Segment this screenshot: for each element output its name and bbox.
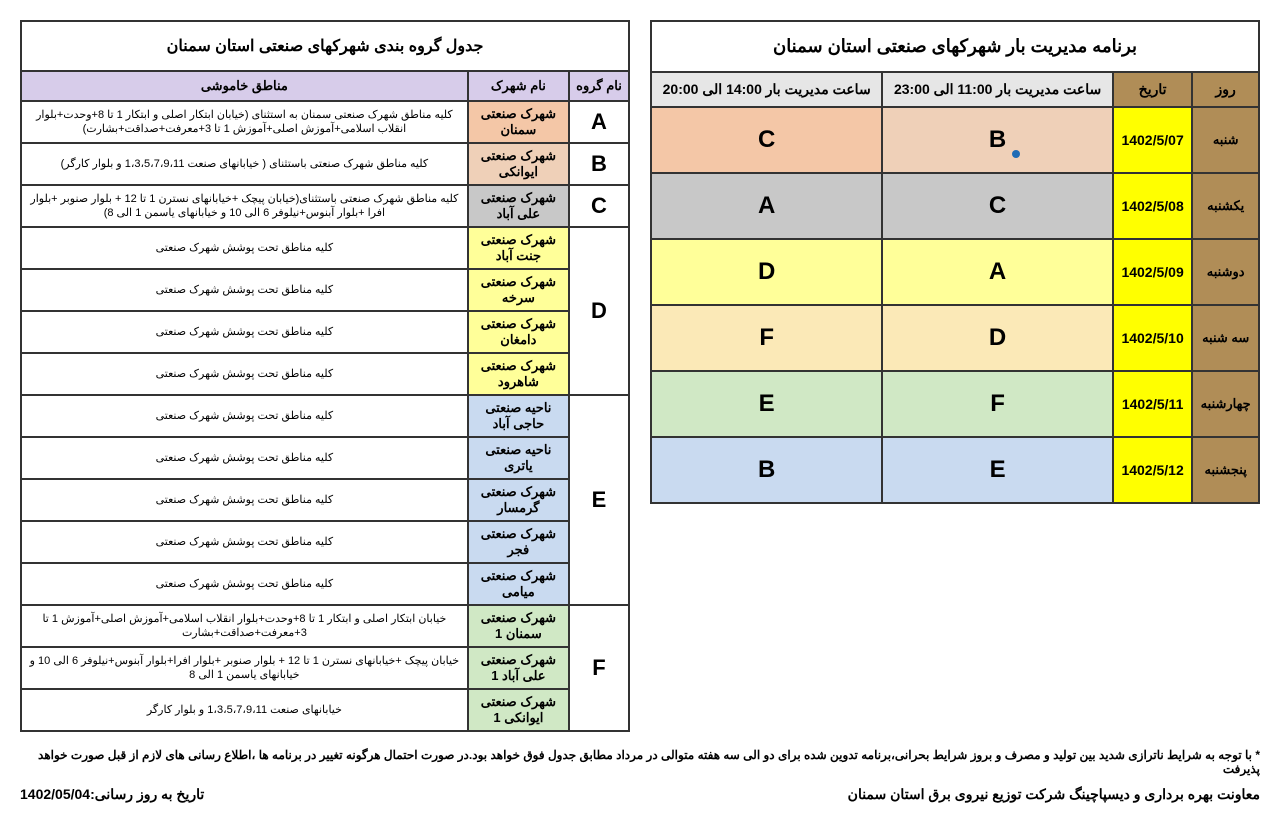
sched-group-slot2: B [651,437,882,503]
sched-date: 1402/5/09 [1113,239,1192,305]
sched-day: چهارشنبه [1192,371,1259,437]
sched-group-slot1: B [882,107,1113,173]
schedule-table: برنامه مدیریت بار شهرکهای صنعتی استان سم… [650,20,1260,504]
hdr-group: نام گروه [569,71,629,101]
hdr-slot1: ساعت مدیریت بار 11:00 الی 23:00 [882,72,1113,107]
dot-icon [1012,150,1020,158]
park-name: شهرک صنعتی ایوانکی 1 [468,689,569,731]
park-name: شهرک صنعتی جنت آباد [468,227,569,269]
sched-date: 1402/5/07 [1113,107,1192,173]
group-name: A [569,101,629,143]
sched-group-slot2: F [651,305,882,371]
sched-date: 1402/5/08 [1113,173,1192,239]
park-name: شهرک صنعتی دامغان [468,311,569,353]
sched-date: 1402/5/10 [1113,305,1192,371]
sched-group-slot1: E [882,437,1113,503]
park-name: شهرک صنعتی سمنان [468,101,569,143]
hdr-areas: مناطق خاموشی [21,71,468,101]
park-area: خیابانهای صنعت 1،3،5،7،9،11 و بلوار کارگ… [21,689,468,731]
group-name: E [569,395,629,605]
park-name: شهرک صنعتی شاهرود [468,353,569,395]
park-area: کلیه مناطق تحت پوشش شهرک صنعتی [21,311,468,353]
grouping-title: جدول گروه بندی شهرکهای صنعتی استان سمنان [21,21,629,71]
park-name: شهرک صنعتی فجر [468,521,569,563]
sched-day: دوشنبه [1192,239,1259,305]
sched-group-slot2: E [651,371,882,437]
park-name: شهرک صنعتی گرمسار [468,479,569,521]
park-area: کلیه مناطق تحت پوشش شهرک صنعتی [21,227,468,269]
park-name: شهرک صنعتی سرخه [468,269,569,311]
sched-day: یکشنبه [1192,173,1259,239]
sched-day: پنجشنبه [1192,437,1259,503]
footer-org: معاونت بهره برداری و دیسپاچینگ شرکت توزی… [848,786,1260,803]
schedule-title: برنامه مدیریت بار شهرکهای صنعتی استان سم… [651,21,1259,72]
hdr-slot2: ساعت مدیریت بار 14:00 الی 20:00 [651,72,882,107]
hdr-day: روز [1192,72,1259,107]
sched-day: شنبه [1192,107,1259,173]
park-name: شهرک صنعتی علی آباد [468,185,569,227]
hdr-park: نام شهرک [468,71,569,101]
sched-group-slot2: A [651,173,882,239]
park-name: شهرک صنعتی سمنان 1 [468,605,569,647]
sched-group-slot1: A [882,239,1113,305]
sched-group-slot2: D [651,239,882,305]
park-area: کلیه مناطق شهرک صنعتی باستثنای ( خیابانه… [21,143,468,185]
sched-date: 1402/5/11 [1113,371,1192,437]
park-area: خیابان ابتکار اصلی و ابتکار 1 تا 8+وحدت+… [21,605,468,647]
park-name: شهرک صنعتی میامی [468,563,569,605]
park-area: کلیه مناطق تحت پوشش شهرک صنعتی [21,521,468,563]
sched-date: 1402/5/12 [1113,437,1192,503]
park-area: کلیه مناطق تحت پوشش شهرک صنعتی [21,479,468,521]
sched-group-slot1: C [882,173,1113,239]
footer-updated: تاریخ به روز رسانی:1402/05/04 [20,786,204,803]
group-name: F [569,605,629,731]
sched-day: سه شنبه [1192,305,1259,371]
park-area: کلیه مناطق تحت پوشش شهرک صنعتی [21,353,468,395]
park-name: ناحیه صنعتی یاتری [468,437,569,479]
grouping-table: جدول گروه بندی شهرکهای صنعتی استان سمنان… [20,20,630,732]
sched-group-slot1: F [882,371,1113,437]
sched-group-slot2: C [651,107,882,173]
park-area: کلیه مناطق تحت پوشش شهرک صنعتی [21,437,468,479]
park-area: خیابان پیچک +خیابانهای نسترن 1 تا 12 + ب… [21,647,468,689]
group-name: B [569,143,629,185]
park-name: ناحیه صنعتی حاجی آباد [468,395,569,437]
footer-note: * با توجه به شرایط ناترازی شدید بین تولی… [20,748,1260,776]
park-area: کلیه مناطق شهرک صنعتی باستثنای(خیابان پی… [21,185,468,227]
park-area: کلیه مناطق شهرک صنعتی سمنان به استثنای (… [21,101,468,143]
park-area: کلیه مناطق تحت پوشش شهرک صنعتی [21,269,468,311]
sched-group-slot1: D [882,305,1113,371]
group-name: C [569,185,629,227]
group-name: D [569,227,629,395]
park-name: شهرک صنعتی ایوانکی [468,143,569,185]
park-area: کلیه مناطق تحت پوشش شهرک صنعتی [21,395,468,437]
park-name: شهرک صنعتی علی آباد 1 [468,647,569,689]
hdr-date: تاریخ [1113,72,1192,107]
park-area: کلیه مناطق تحت پوشش شهرک صنعتی [21,563,468,605]
